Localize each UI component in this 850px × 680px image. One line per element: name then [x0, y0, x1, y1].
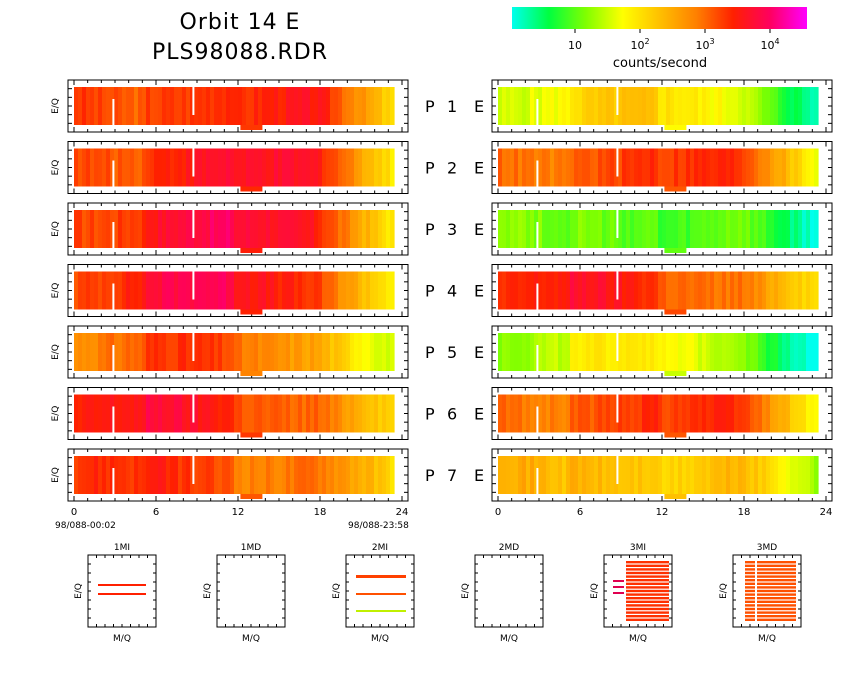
- row-label-p: P: [425, 159, 435, 178]
- mq-panel-3md: 3MD M/Q E/Q: [719, 543, 802, 644]
- row-label-p: P: [425, 343, 435, 362]
- mq-y-label: E/Q: [590, 583, 600, 599]
- y-axis-label: E/Q: [51, 344, 61, 360]
- x-tick-label: 6: [577, 507, 583, 518]
- mq-panel-title: 1MD: [241, 543, 261, 553]
- mq-panel-title: 3MI: [630, 543, 646, 553]
- spectrogram-right-panel: [491, 387, 833, 440]
- spectrogram-left-panel: [67, 387, 409, 440]
- y-axis-label: E/Q: [51, 467, 61, 483]
- row-label-e: E: [474, 97, 484, 116]
- colorbar-label: counts/second: [613, 56, 707, 71]
- y-axis-label: E/Q: [51, 283, 61, 299]
- x-tick-label: 6: [153, 507, 159, 518]
- row-label-number: 6: [447, 405, 457, 424]
- mq-x-label: M/Q: [242, 634, 260, 644]
- x-tick-label: 0: [495, 507, 501, 518]
- mq-panel-1mi: 1MI M/Q E/Q: [74, 543, 157, 644]
- spectrogram-left-panel: [67, 202, 409, 256]
- mq-y-label: E/Q: [203, 583, 213, 599]
- colorbar: 10 102 103 104 counts/second: [512, 7, 807, 71]
- mq-panel-title: 1MI: [114, 543, 130, 553]
- mq-x-label: M/Q: [113, 634, 131, 644]
- spectrogram-right-panel: [491, 264, 833, 317]
- row-label-e: E: [474, 466, 484, 485]
- row-label-number: 5: [447, 343, 457, 362]
- row-label-e: E: [474, 343, 484, 362]
- colorbar-tick: 10: [568, 29, 582, 52]
- mq-panel-title: 3MD: [757, 543, 777, 553]
- row-label-number: 7: [447, 466, 457, 485]
- row-label-e: E: [474, 282, 484, 301]
- mq-panel-2mi: 2MI M/Q E/Q: [332, 543, 415, 644]
- row-label-p: P: [425, 282, 435, 301]
- spectrogram-right-panel: [491, 448, 833, 502]
- row-label-p: P: [425, 405, 435, 424]
- mq-x-label: M/Q: [758, 634, 776, 644]
- x-tick-label: 18: [314, 507, 327, 518]
- mq-panel-title: 2MD: [499, 543, 519, 553]
- time-start-label: 98/088-00:02: [55, 521, 116, 531]
- mq-y-label: E/Q: [461, 583, 471, 599]
- y-axis-label: E/Q: [51, 406, 61, 422]
- x-tick-label: 24: [396, 507, 409, 518]
- x-tick-label: 12: [656, 507, 669, 518]
- x-tick-label: 24: [820, 507, 833, 518]
- svg-text:10: 10: [568, 39, 582, 52]
- y-axis-label: E/Q: [51, 98, 61, 114]
- page-title: Orbit 14 E: [179, 10, 301, 35]
- row-label-p: P: [425, 97, 435, 116]
- mq-x-label: M/Q: [500, 634, 518, 644]
- file-name: PLS98088.RDR: [152, 40, 328, 65]
- y-axis-label: E/Q: [51, 221, 61, 237]
- row-label-e: E: [474, 159, 484, 178]
- row-label-e: E: [474, 405, 484, 424]
- mq-panel-title: 2MI: [372, 543, 388, 553]
- row-label-p: P: [425, 466, 435, 485]
- mq-y-label: E/Q: [332, 583, 342, 599]
- mq-panel-2md: 2MD M/Q E/Q: [461, 543, 544, 644]
- spectrogram-right-panel: [491, 79, 833, 133]
- row-label-number: 1: [447, 97, 457, 116]
- spectrogram-right-panel: [491, 141, 833, 194]
- mq-x-label: M/Q: [371, 634, 389, 644]
- row-label-e: E: [474, 220, 484, 239]
- mq-x-label: M/Q: [629, 634, 647, 644]
- x-tick-label: 0: [71, 507, 77, 518]
- mq-panel-3mi: 3MI M/Q E/Q: [590, 543, 673, 644]
- mq-y-label: E/Q: [74, 583, 84, 599]
- spectrogram-right-panel: [491, 202, 833, 256]
- mq-panel-1md: 1MD M/Q E/Q: [203, 543, 286, 644]
- spectrogram-left-panel: [67, 325, 409, 379]
- spectrogram-left-panel: [67, 141, 409, 194]
- row-label-number: 3: [447, 220, 457, 239]
- spectrogram-left-panel: [67, 264, 409, 317]
- x-tick-label: 18: [738, 507, 751, 518]
- x-tick-label: 12: [232, 507, 245, 518]
- spectrogram-right-panel: [491, 325, 833, 379]
- mq-y-label: E/Q: [719, 583, 729, 599]
- time-end-label: 98/088-23:58: [348, 521, 409, 531]
- colorbar-gradient: [512, 7, 807, 29]
- row-label-number: 2: [447, 159, 457, 178]
- y-axis-label: E/Q: [51, 160, 61, 176]
- row-label-number: 4: [447, 282, 457, 301]
- spectrogram-left-panel: [67, 79, 409, 133]
- row-label-p: P: [425, 220, 435, 239]
- spectrogram-left-panel: [67, 448, 409, 502]
